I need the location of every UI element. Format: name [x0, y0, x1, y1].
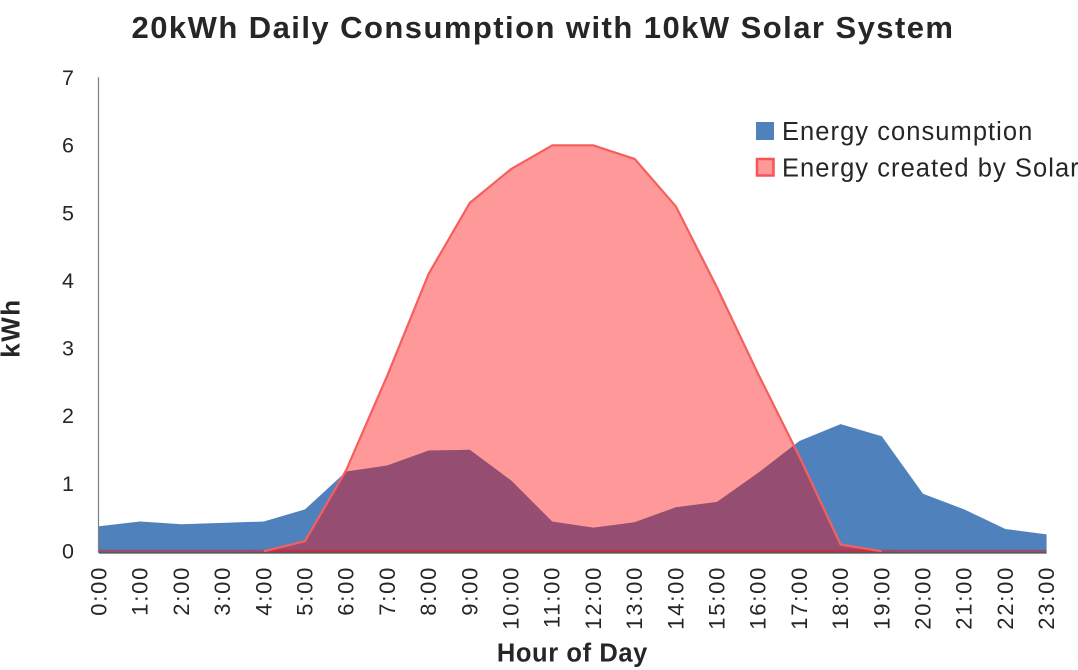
svg-text:20:00: 20:00 — [911, 566, 936, 630]
svg-text:0: 0 — [62, 540, 74, 564]
svg-text:3:00: 3:00 — [210, 566, 235, 616]
svg-text:22:00: 22:00 — [993, 566, 1018, 630]
svg-text:4:00: 4:00 — [251, 566, 276, 616]
svg-text:0:00: 0:00 — [87, 566, 112, 616]
svg-text:9:00: 9:00 — [457, 566, 482, 616]
svg-text:13:00: 13:00 — [622, 566, 647, 630]
svg-text:Energy consumption: Energy consumption — [782, 118, 1033, 146]
svg-text:12:00: 12:00 — [581, 566, 606, 630]
svg-text:20kWh Daily Consumption with 1: 20kWh Daily Consumption with 10kW Solar … — [132, 10, 955, 45]
svg-text:2: 2 — [62, 404, 74, 428]
svg-text:3: 3 — [62, 337, 74, 361]
svg-text:16:00: 16:00 — [746, 566, 771, 630]
svg-text:11:00: 11:00 — [540, 566, 565, 628]
svg-text:19:00: 19:00 — [869, 566, 894, 630]
svg-text:5:00: 5:00 — [293, 566, 318, 616]
svg-text:5: 5 — [62, 201, 74, 225]
svg-text:17:00: 17:00 — [787, 566, 812, 630]
svg-text:7:00: 7:00 — [375, 566, 400, 616]
svg-text:Hour of Day: Hour of Day — [497, 640, 648, 668]
svg-text:1:00: 1:00 — [128, 566, 153, 616]
svg-text:1: 1 — [62, 472, 74, 496]
svg-text:6:00: 6:00 — [334, 566, 359, 616]
svg-text:21:00: 21:00 — [952, 566, 977, 630]
svg-text:kWh: kWh — [0, 298, 26, 357]
svg-text:6: 6 — [62, 134, 74, 158]
svg-text:15:00: 15:00 — [705, 566, 730, 630]
svg-text:4: 4 — [62, 269, 74, 293]
svg-text:14:00: 14:00 — [663, 566, 688, 630]
svg-text:Energy created by Solar: Energy created by Solar — [782, 155, 1078, 183]
svg-text:10:00: 10:00 — [499, 566, 524, 630]
svg-text:7: 7 — [62, 66, 74, 90]
svg-text:2:00: 2:00 — [169, 566, 194, 616]
svg-text:8:00: 8:00 — [416, 566, 441, 616]
svg-text:18:00: 18:00 — [828, 566, 853, 630]
svg-text:23:00: 23:00 — [1034, 566, 1059, 630]
